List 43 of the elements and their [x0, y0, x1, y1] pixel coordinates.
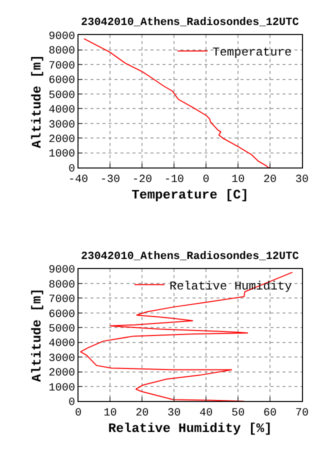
y-tick-label: 5000 — [48, 90, 76, 102]
x-tick-label: 0 — [202, 174, 210, 186]
y-tick-label: 6000 — [48, 308, 76, 321]
x-axis-title: Temperature [C] — [132, 187, 249, 202]
x-tick-label: 30 — [168, 407, 181, 420]
legend-label: Temperature — [212, 46, 292, 60]
y-tick-label: 2000 — [48, 134, 76, 146]
y-tick-label: 8000 — [48, 279, 76, 292]
y-tick-label: 1000 — [48, 382, 76, 394]
y-axis-title: Altitude [m] — [30, 54, 45, 148]
y-tick-label: 7000 — [48, 294, 76, 306]
y-axis-title: Altitude [m] — [30, 288, 45, 382]
y-tick-label: 7000 — [48, 60, 76, 72]
x-tick-label: 40 — [200, 407, 213, 420]
y-tick-label: 3000 — [48, 119, 76, 132]
x-axis-title: Relative Humidity [%] — [108, 421, 272, 436]
x-tick-label: 50 — [231, 407, 245, 420]
y-tick-label: 2000 — [48, 368, 76, 380]
x-tick-label: 60 — [263, 407, 277, 420]
x-tick-label: 20 — [136, 407, 149, 420]
y-tick-label: 4000 — [48, 338, 76, 350]
x-tick-label: -10 — [164, 174, 184, 186]
x-tick-label: -30 — [100, 174, 120, 186]
chart-title: 23042010_Athens_Radiosondes_12UTC — [81, 251, 300, 263]
x-tick-label: 10 — [231, 174, 245, 186]
y-tick-label: 6000 — [48, 75, 76, 88]
x-tick-label: 30 — [295, 174, 309, 186]
x-tick-label: 20 — [263, 174, 277, 186]
y-tick-label: 1000 — [48, 148, 76, 161]
y-tick-label: 0 — [68, 397, 76, 410]
y-tick-label: 3000 — [48, 352, 76, 365]
y-tick-label: 9000 — [48, 264, 76, 277]
x-tick-label: -40 — [68, 174, 88, 186]
y-tick-label: 0 — [68, 163, 76, 176]
y-tick-label: 5000 — [48, 324, 76, 336]
y-tick-label: 9000 — [48, 31, 76, 44]
x-tick-label: -20 — [132, 174, 152, 186]
line-series — [80, 272, 293, 402]
y-tick-label: 8000 — [48, 46, 76, 58]
x-tick-label: 10 — [104, 407, 117, 420]
x-tick-label: 70 — [295, 407, 309, 420]
chart-title: 23042010_Athens_Radiosondes_12UTC — [81, 17, 300, 29]
y-tick-label: 4000 — [48, 104, 76, 117]
